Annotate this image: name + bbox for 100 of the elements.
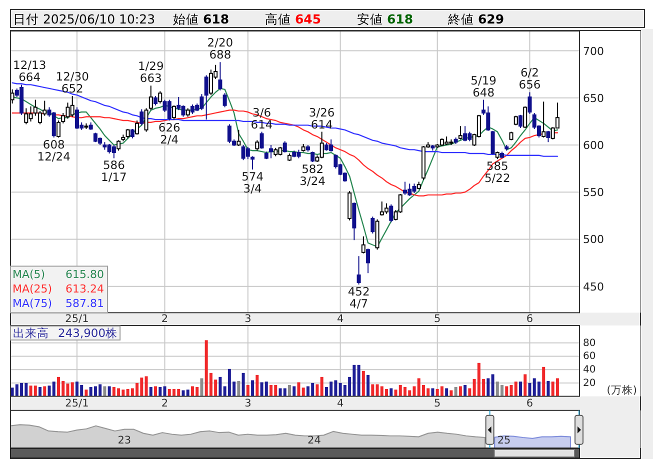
candlestick — [282, 140, 287, 154]
candlestick — [52, 112, 56, 138]
x-tick-label: 25 — [497, 434, 511, 446]
x-tick-label: 4 — [336, 313, 344, 326]
y-axis-title: (万株) — [606, 383, 637, 396]
candlestick — [370, 216, 375, 234]
bar — [242, 372, 245, 396]
annotation: 608 12/24 — [37, 137, 70, 164]
bar — [270, 384, 273, 396]
bar — [288, 384, 291, 396]
candlestick — [112, 144, 116, 159]
candlestick — [292, 150, 296, 158]
bar — [371, 384, 374, 396]
x-tick-label: 6 — [526, 313, 534, 326]
bar — [70, 382, 74, 396]
candlestick — [148, 85, 153, 111]
candlestick — [514, 115, 518, 126]
annotation: 243,900株 — [58, 326, 118, 340]
bar — [486, 378, 490, 396]
candlestick — [255, 140, 260, 152]
candlestick — [84, 122, 88, 130]
candlestick — [528, 92, 532, 114]
bar — [292, 386, 296, 396]
annotation: 574 3/4 — [242, 169, 264, 196]
bar — [440, 386, 444, 396]
candlestick — [301, 144, 306, 152]
y-tick-label: 700 — [583, 44, 604, 58]
bar — [357, 364, 360, 396]
candlestick — [463, 126, 468, 142]
candlestick — [306, 144, 310, 152]
x-tick-label: 4 — [336, 397, 344, 410]
candlestick — [158, 90, 162, 104]
bar — [43, 386, 46, 396]
bar — [542, 366, 546, 396]
bar — [52, 382, 56, 396]
bar — [524, 374, 527, 396]
y-tick-label: 650 — [583, 91, 604, 104]
bar — [218, 376, 222, 396]
candlestick — [352, 202, 356, 241]
candlestick — [389, 204, 394, 223]
bar — [320, 376, 324, 396]
bar — [246, 384, 250, 396]
bar — [431, 388, 434, 396]
bar — [505, 386, 508, 396]
x-tick-label: 3 — [244, 397, 252, 410]
bar — [251, 380, 254, 396]
text: 高値 645 — [265, 12, 322, 26]
bar — [556, 378, 559, 396]
candlestick — [348, 190, 352, 221]
candlestick — [154, 96, 158, 106]
bar — [108, 386, 111, 396]
candlestick — [126, 128, 130, 139]
bar — [186, 390, 190, 396]
candlestick — [542, 101, 546, 138]
chart-title: 出来高 — [13, 326, 49, 340]
y-tick-label: 600 — [583, 138, 604, 152]
bar — [302, 388, 305, 396]
candlestick — [172, 104, 176, 120]
y-tick-label: 450 — [583, 280, 604, 293]
bar — [514, 382, 518, 396]
y-tick-label: 500 — [583, 232, 604, 246]
x-tick-label: 23 — [118, 434, 132, 446]
y-tick-label: 80 — [583, 337, 596, 348]
candlestick — [236, 129, 241, 146]
bar — [163, 386, 166, 396]
candlestick — [454, 136, 458, 145]
candlestick — [366, 248, 370, 274]
bar — [464, 384, 467, 396]
bar — [38, 386, 42, 396]
text: 終値 629 — [447, 12, 504, 26]
annotation: 1/29 663 — [138, 59, 164, 86]
annotation: 12/30 652 — [56, 70, 89, 96]
annotation: 2/20 688 — [207, 36, 234, 62]
candlestick — [361, 236, 366, 254]
bar — [468, 388, 472, 396]
x-tick-label: 5 — [434, 313, 441, 326]
bar — [450, 390, 453, 396]
candlestick — [186, 108, 190, 118]
candlestick — [144, 108, 148, 132]
candlestick — [88, 122, 93, 130]
bar — [84, 390, 88, 396]
bar — [491, 374, 494, 396]
candlestick — [504, 144, 509, 152]
bar — [149, 386, 152, 396]
x-tick-label: 25/1 — [65, 313, 89, 326]
bar — [34, 386, 37, 396]
x-tick-label: 6 — [526, 397, 534, 410]
bar — [458, 386, 462, 396]
y-tick-label: 60 — [583, 350, 596, 362]
candlestick — [430, 144, 435, 152]
bar — [256, 374, 259, 396]
text: 日付 2025/06/10 10:23 — [13, 12, 156, 26]
candlestick — [130, 128, 134, 139]
annotation: 582 3/24 — [300, 162, 326, 188]
bar — [454, 386, 458, 396]
bar — [297, 382, 300, 396]
x-tick-label: 3 — [244, 313, 252, 326]
x-tick-label: 2 — [161, 313, 168, 326]
candlestick — [518, 114, 522, 129]
annotation: 6/2 656 — [518, 66, 541, 92]
